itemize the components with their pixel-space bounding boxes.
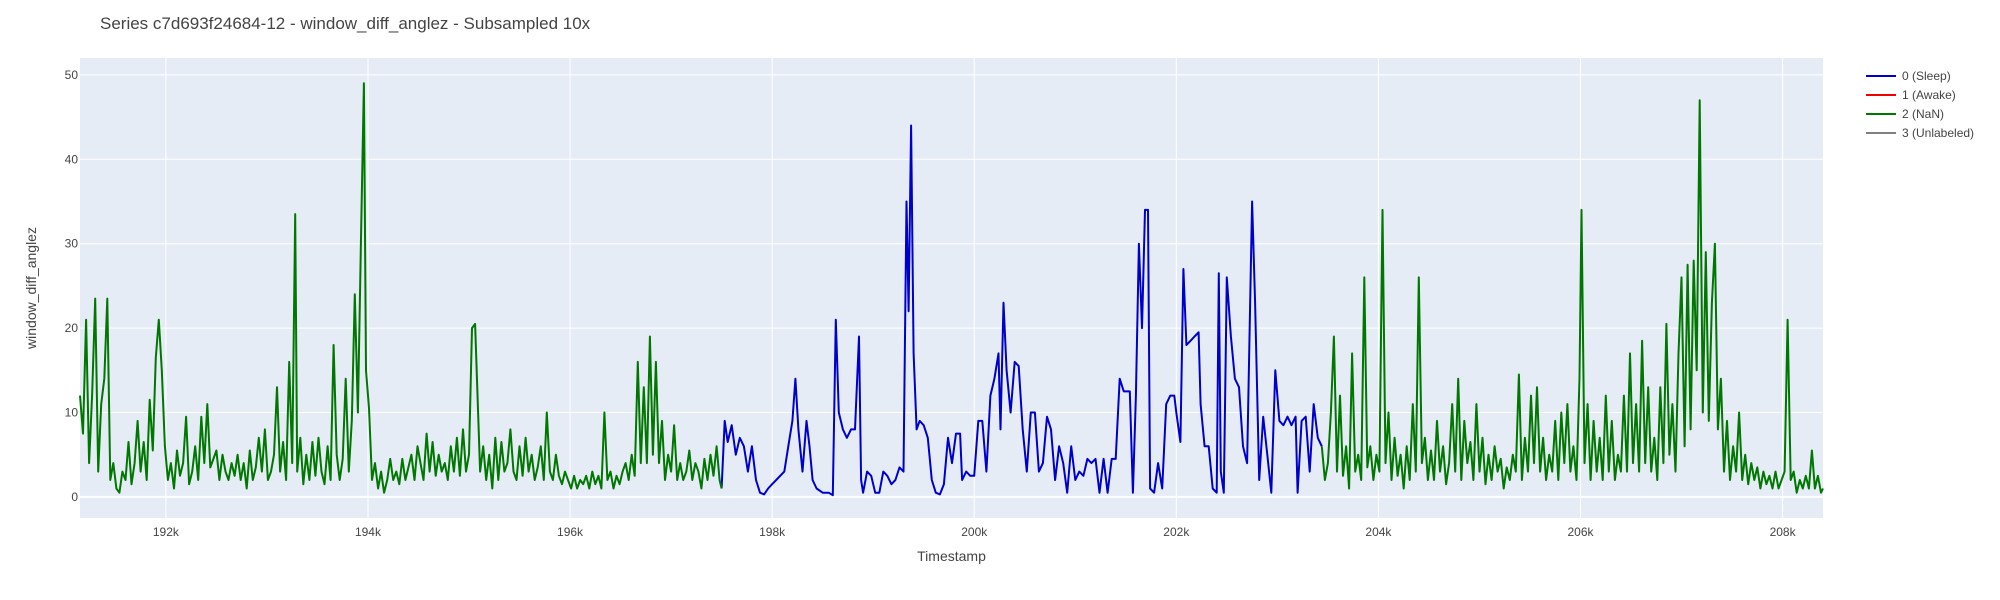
legend-label-sleep: 0 (Sleep) bbox=[1902, 68, 1951, 83]
legend: 0 (Sleep) 1 (Awake) 2 (NaN) 3 (Unlabeled… bbox=[1866, 66, 1974, 142]
y-tick-label: 30 bbox=[65, 237, 79, 251]
x-tick-label: 196k bbox=[557, 525, 584, 539]
legend-item-sleep[interactable]: 0 (Sleep) bbox=[1866, 66, 1974, 85]
x-tick-label: 198k bbox=[759, 525, 786, 539]
legend-item-awake[interactable]: 1 (Awake) bbox=[1866, 85, 1974, 104]
y-tick-label: 50 bbox=[65, 68, 79, 82]
legend-swatch-nan bbox=[1866, 112, 1896, 115]
y-tick-label: 10 bbox=[65, 405, 79, 419]
series-line-nan bbox=[79, 82, 723, 494]
series-lines bbox=[79, 82, 1824, 497]
x-tick-label: 208k bbox=[1770, 525, 1797, 539]
legend-swatch-awake bbox=[1866, 93, 1896, 96]
plot-area bbox=[80, 58, 1823, 518]
x-tick-label: 200k bbox=[961, 525, 988, 539]
series-line-sleep bbox=[720, 124, 1323, 497]
legend-swatch-unlabeled bbox=[1866, 131, 1896, 134]
y-axis-title: window_diff_anglez bbox=[23, 227, 39, 350]
x-tick-label: 206k bbox=[1567, 525, 1594, 539]
y-tick-label: 0 bbox=[71, 490, 78, 504]
legend-swatch-sleep bbox=[1866, 74, 1896, 77]
legend-label-unlabeled: 3 (Unlabeled) bbox=[1902, 125, 1975, 140]
legend-item-nan[interactable]: 2 (NaN) bbox=[1866, 104, 1974, 123]
x-tick-label: 204k bbox=[1365, 525, 1392, 539]
legend-label-nan: 2 (NaN) bbox=[1902, 106, 1945, 121]
series-line-nan bbox=[1320, 99, 1824, 494]
x-tick-label: 202k bbox=[1163, 525, 1190, 539]
x-axis-title: Timestamp bbox=[917, 548, 986, 564]
x-tick-label: 192k bbox=[153, 525, 180, 539]
legend-label-awake: 1 (Awake) bbox=[1902, 87, 1956, 102]
legend-item-unlabeled[interactable]: 3 (Unlabeled) bbox=[1866, 123, 1974, 142]
x-tick-label: 194k bbox=[355, 525, 382, 539]
chart-title: Series c7d693f24684-12 - window_diff_ang… bbox=[100, 14, 591, 33]
y-tick-label: 20 bbox=[65, 321, 79, 335]
tick-labels: 192k 194k 196k 198k 200k 202k 204k 206k 208k 0 10 2… bbox=[65, 68, 1797, 539]
y-tick-label: 40 bbox=[65, 152, 79, 166]
